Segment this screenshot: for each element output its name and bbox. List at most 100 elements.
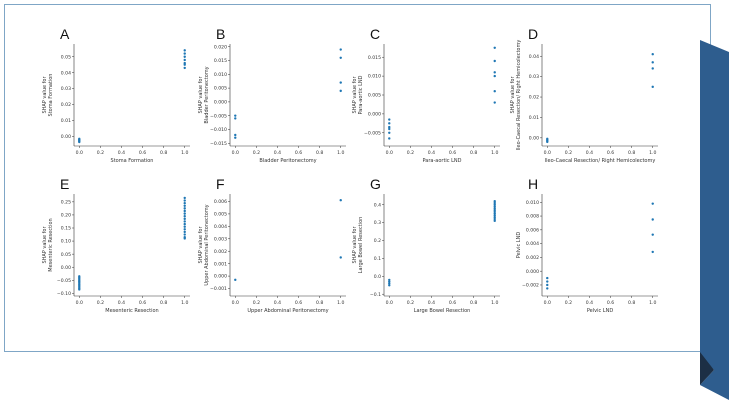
x-tick-label: 0.4 xyxy=(274,300,281,306)
x-tick-label: 0.6 xyxy=(295,150,302,156)
data-point xyxy=(493,199,496,203)
x-tick-label: 0.4 xyxy=(118,150,125,156)
data-point xyxy=(651,53,654,56)
data-point xyxy=(183,215,186,218)
panel-letter-b: B xyxy=(216,26,226,42)
scatter-f: 0.0 0.2 0.4 0.6 0.8 1.0 −0.001 0.000 0.001 0.002 0… xyxy=(198,194,346,314)
data-point xyxy=(546,276,549,280)
y-tick-label: 0.25 xyxy=(61,199,71,205)
y-axis-label: SHAP value for xyxy=(42,226,48,264)
data-point xyxy=(78,288,81,291)
data-point xyxy=(234,136,237,139)
x-tick-label: 0.0 xyxy=(76,300,83,306)
y-tick-label: 0.010 xyxy=(214,72,227,78)
x-tick-label: 0.6 xyxy=(139,150,146,156)
y-tick-label: −0.010 xyxy=(210,127,227,133)
x-tick-label: 0.6 xyxy=(607,300,614,306)
panel-letter-e: E xyxy=(60,176,70,192)
y-tick-label: 0.015 xyxy=(368,55,381,61)
x-tick-label: 0.2 xyxy=(253,150,260,156)
y-tick-label: 0.04 xyxy=(61,70,71,76)
scatter-g: 0.0 0.2 0.4 0.6 0.8 1.0 −0.1 0.0 0.1 0.2 0.3 0.4 Lar… xyxy=(352,194,500,314)
x-tick-label: 0.8 xyxy=(628,300,635,306)
data-point xyxy=(183,204,186,207)
data-point xyxy=(388,131,391,134)
data-point xyxy=(234,117,237,120)
scatter-c: 0.0 0.2 0.4 0.6 0.8 1.0 −0.005 0.000 0.005 0.010 0… xyxy=(352,44,500,164)
x-tick-label: 0.8 xyxy=(316,150,323,156)
data-point xyxy=(493,101,496,104)
y-tick-label: 0.000 xyxy=(214,274,227,280)
y-axis-label: SHAP value for xyxy=(352,76,358,114)
x-tick-label: 0.6 xyxy=(607,150,614,156)
x-tick-label: 0.2 xyxy=(97,150,104,156)
y-tick-label: 0.001 xyxy=(214,261,227,267)
y-axis-label: SHAP value for xyxy=(42,76,48,114)
y-tick-label: 0.008 xyxy=(526,214,539,220)
y-tick-label: −0.005 xyxy=(364,130,381,136)
y-tick-label: 0.02 xyxy=(529,95,539,101)
data-point xyxy=(183,52,186,55)
y-tick-label: 0.03 xyxy=(61,86,71,92)
x-tick-label: 0.0 xyxy=(386,150,393,156)
x-tick-label: 0.8 xyxy=(316,300,323,306)
data-point xyxy=(183,199,186,202)
data-point xyxy=(183,212,186,215)
data-point xyxy=(493,207,496,210)
x-axis-label: Pelvic LND xyxy=(587,308,614,314)
y-tick-label: 0.05 xyxy=(61,54,71,60)
x-tick-label: 0.2 xyxy=(407,150,414,156)
y-tick-label: 0.002 xyxy=(526,255,539,261)
data-point xyxy=(388,127,391,131)
data-point xyxy=(651,202,654,205)
y-axis-label: Para-aortic LND xyxy=(358,75,364,114)
x-tick-label: 0.4 xyxy=(586,150,593,156)
x-tick-label: 0.8 xyxy=(628,150,635,156)
data-point xyxy=(493,208,496,212)
y-tick-label: −0.005 xyxy=(210,113,227,119)
data-point xyxy=(388,284,391,287)
x-tick-label: 0.8 xyxy=(470,150,477,156)
data-point xyxy=(183,201,186,205)
x-tick-label: 0.0 xyxy=(76,150,83,156)
y-tick-label: 0.3 xyxy=(374,220,381,226)
x-tick-label: 1.0 xyxy=(181,150,188,156)
y-tick-label: 0.015 xyxy=(214,58,227,64)
y-axis-label: SHAP value for xyxy=(510,76,516,114)
y-tick-label: 0.01 xyxy=(61,118,71,124)
y-axis-label: Stoma Formation xyxy=(48,74,54,117)
x-tick-label: 0.4 xyxy=(428,300,435,306)
panel-letter-d: D xyxy=(528,26,539,42)
data-point xyxy=(183,222,186,226)
y-tick-label: 0.000 xyxy=(368,111,381,117)
panel-f: F 0.0 0.2 0.4 0.6 0.8 1.0 −0.001 0.000 0.001 0.00… xyxy=(196,172,356,327)
x-tick-label: 1.0 xyxy=(491,150,498,156)
data-point xyxy=(234,278,237,282)
x-axis-label: Upper Abdominal Peritonectomy xyxy=(247,308,328,314)
y-tick-label: 0.003 xyxy=(214,236,227,242)
y-tick-label: 0.01 xyxy=(529,115,539,121)
data-point xyxy=(339,256,342,259)
panel-a: A 0.0 0.2 0.4 0.6 0.8 1.0 0.00 0.01 0.02 0.03 0.04… xyxy=(40,22,200,177)
data-point xyxy=(493,203,496,206)
x-axis-label: Stoma Formation xyxy=(111,158,154,164)
y-tick-label: −0.002 xyxy=(522,283,539,289)
y-tick-label: 0.0 xyxy=(374,274,381,280)
data-point xyxy=(546,283,549,287)
y-tick-label: 0.004 xyxy=(526,241,539,247)
data-point xyxy=(493,205,496,208)
x-tick-label: 0.6 xyxy=(139,300,146,306)
data-point xyxy=(183,196,186,200)
data-point xyxy=(183,63,186,66)
data-point xyxy=(493,74,496,78)
panel-letter-f: F xyxy=(216,176,225,192)
data-point xyxy=(651,85,654,89)
data-point xyxy=(493,46,496,49)
data-point xyxy=(388,122,391,125)
scatter-b: 0.0 0.2 0.4 0.6 0.8 1.0 −0.015 −0.010 −0.005 0.00… xyxy=(198,44,346,164)
data-point xyxy=(651,67,654,70)
x-tick-label: 1.0 xyxy=(649,300,656,306)
y-axis-label: Ileo-Caecal Resection/ Right Hemicolecto… xyxy=(516,40,522,151)
data-point xyxy=(183,220,186,223)
y-tick-label: 0.02 xyxy=(61,102,71,108)
